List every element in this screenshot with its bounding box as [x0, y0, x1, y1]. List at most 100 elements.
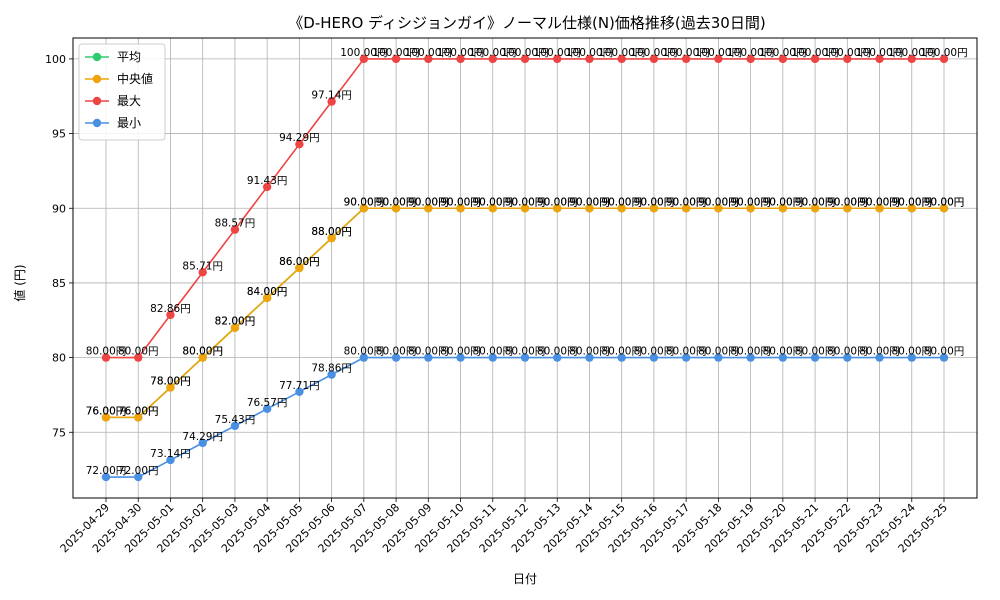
- data-label: 90.00円: [666, 196, 707, 208]
- y-tick-label: 80: [52, 352, 66, 365]
- data-point: [520, 204, 530, 213]
- data-point: [649, 204, 659, 213]
- data-point: [295, 263, 304, 273]
- data-label: 90.00円: [472, 196, 513, 208]
- data-label: 90.00円: [891, 196, 932, 208]
- data-point: [714, 54, 723, 64]
- data-label: 86.00円: [279, 256, 320, 268]
- data-point: [843, 54, 852, 64]
- legend-entry: 最大: [117, 94, 141, 108]
- data-point: [681, 353, 691, 362]
- data-label: 90.00円: [795, 196, 836, 208]
- data-label: 82.00円: [215, 316, 256, 328]
- data-point: [553, 54, 562, 64]
- data-point: [520, 54, 530, 64]
- data-label: 90.00円: [698, 196, 739, 208]
- data-label: 84.00円: [247, 286, 288, 298]
- data-point: [585, 54, 594, 64]
- data-label: 90.00円: [569, 196, 610, 208]
- data-label: 88.00円: [311, 226, 352, 238]
- data-label: 80.00円: [408, 346, 449, 358]
- data-point: [810, 353, 820, 362]
- y-axis: 75 80 85 90 95 100: [45, 53, 73, 439]
- data-point: [617, 353, 626, 362]
- data-point: [939, 353, 949, 362]
- data-point: [553, 353, 562, 362]
- data-label: 100.00円: [759, 47, 806, 59]
- data-label: 91.43円: [247, 175, 288, 187]
- data-point: [810, 204, 820, 213]
- data-label: 100.00円: [534, 47, 581, 59]
- data-label: 100.00円: [920, 47, 967, 59]
- data-label: 80.00円: [634, 346, 675, 358]
- data-point: [939, 54, 949, 64]
- data-label: 82.00円: [215, 316, 256, 328]
- data-point: [714, 353, 723, 362]
- data-label: 77.71円: [279, 380, 320, 392]
- data-point: [714, 204, 723, 213]
- data-label: 100.00円: [663, 47, 710, 59]
- data-label: 80.00円: [118, 346, 159, 358]
- data-label: 80.00円: [795, 346, 836, 358]
- data-label: 80.00円: [827, 346, 868, 358]
- data-point: [262, 404, 272, 414]
- legend-swatch-marker: [92, 96, 102, 106]
- data-label: 80.00円: [569, 346, 610, 358]
- data-label: 100.00円: [824, 47, 871, 59]
- data-label: 80.00円: [924, 346, 965, 358]
- y-tick-label: 95: [52, 128, 66, 141]
- y-tick-label: 90: [52, 202, 66, 215]
- data-label: 80.00円: [376, 346, 417, 358]
- data-label: 100.00円: [856, 47, 903, 59]
- data-point: [907, 353, 916, 362]
- data-label: 80.00円: [182, 346, 223, 358]
- y-tick-label: 75: [52, 426, 66, 439]
- data-point: [101, 353, 111, 362]
- data-label: 90.00円: [924, 196, 965, 208]
- legend-swatch-marker: [92, 52, 102, 62]
- data-label: 88.57円: [215, 218, 256, 230]
- data-point: [424, 54, 433, 64]
- data-label: 90.00円: [569, 196, 610, 208]
- legend-entry: 中央値: [117, 71, 153, 86]
- data-point: [843, 204, 852, 213]
- data-point: [424, 353, 433, 362]
- y-tick-label: 85: [52, 277, 66, 290]
- data-label: 100.00円: [598, 47, 645, 59]
- data-label: 78.00円: [150, 375, 191, 387]
- data-point: [875, 353, 884, 362]
- data-label: 100.00円: [695, 47, 742, 59]
- data-point: [907, 204, 916, 213]
- data-point: [327, 97, 336, 106]
- data-point: [456, 204, 465, 213]
- data-label: 85.71円: [182, 260, 223, 272]
- data-label: 90.00円: [505, 196, 546, 208]
- data-label: 100.00円: [469, 47, 516, 59]
- data-label: 100.00円: [372, 47, 419, 59]
- data-label: 80.00円: [537, 346, 578, 358]
- data-label: 78.00円: [150, 375, 191, 387]
- data-point: [166, 383, 175, 392]
- x-axis-label: 日付: [513, 572, 537, 586]
- data-label: 76.00円: [118, 405, 159, 417]
- data-point: [230, 225, 240, 234]
- data-label: 100.00円: [566, 47, 613, 59]
- data-label: 76.00円: [86, 405, 127, 417]
- y-tick-label: 100: [45, 53, 66, 66]
- data-point: [101, 413, 111, 422]
- data-point: [230, 421, 240, 431]
- data-label: 90.00円: [924, 196, 965, 208]
- data-label: 72.00円: [118, 465, 159, 477]
- data-label: 82.86円: [150, 303, 191, 315]
- data-point: [746, 353, 755, 362]
- data-point: [456, 54, 465, 64]
- data-label: 90.00円: [537, 196, 578, 208]
- data-label: 76.00円: [86, 405, 127, 417]
- data-label: 90.00円: [376, 196, 417, 208]
- data-point: [391, 54, 401, 64]
- data-label: 80.00円: [86, 346, 127, 358]
- data-label: 90.00円: [537, 196, 578, 208]
